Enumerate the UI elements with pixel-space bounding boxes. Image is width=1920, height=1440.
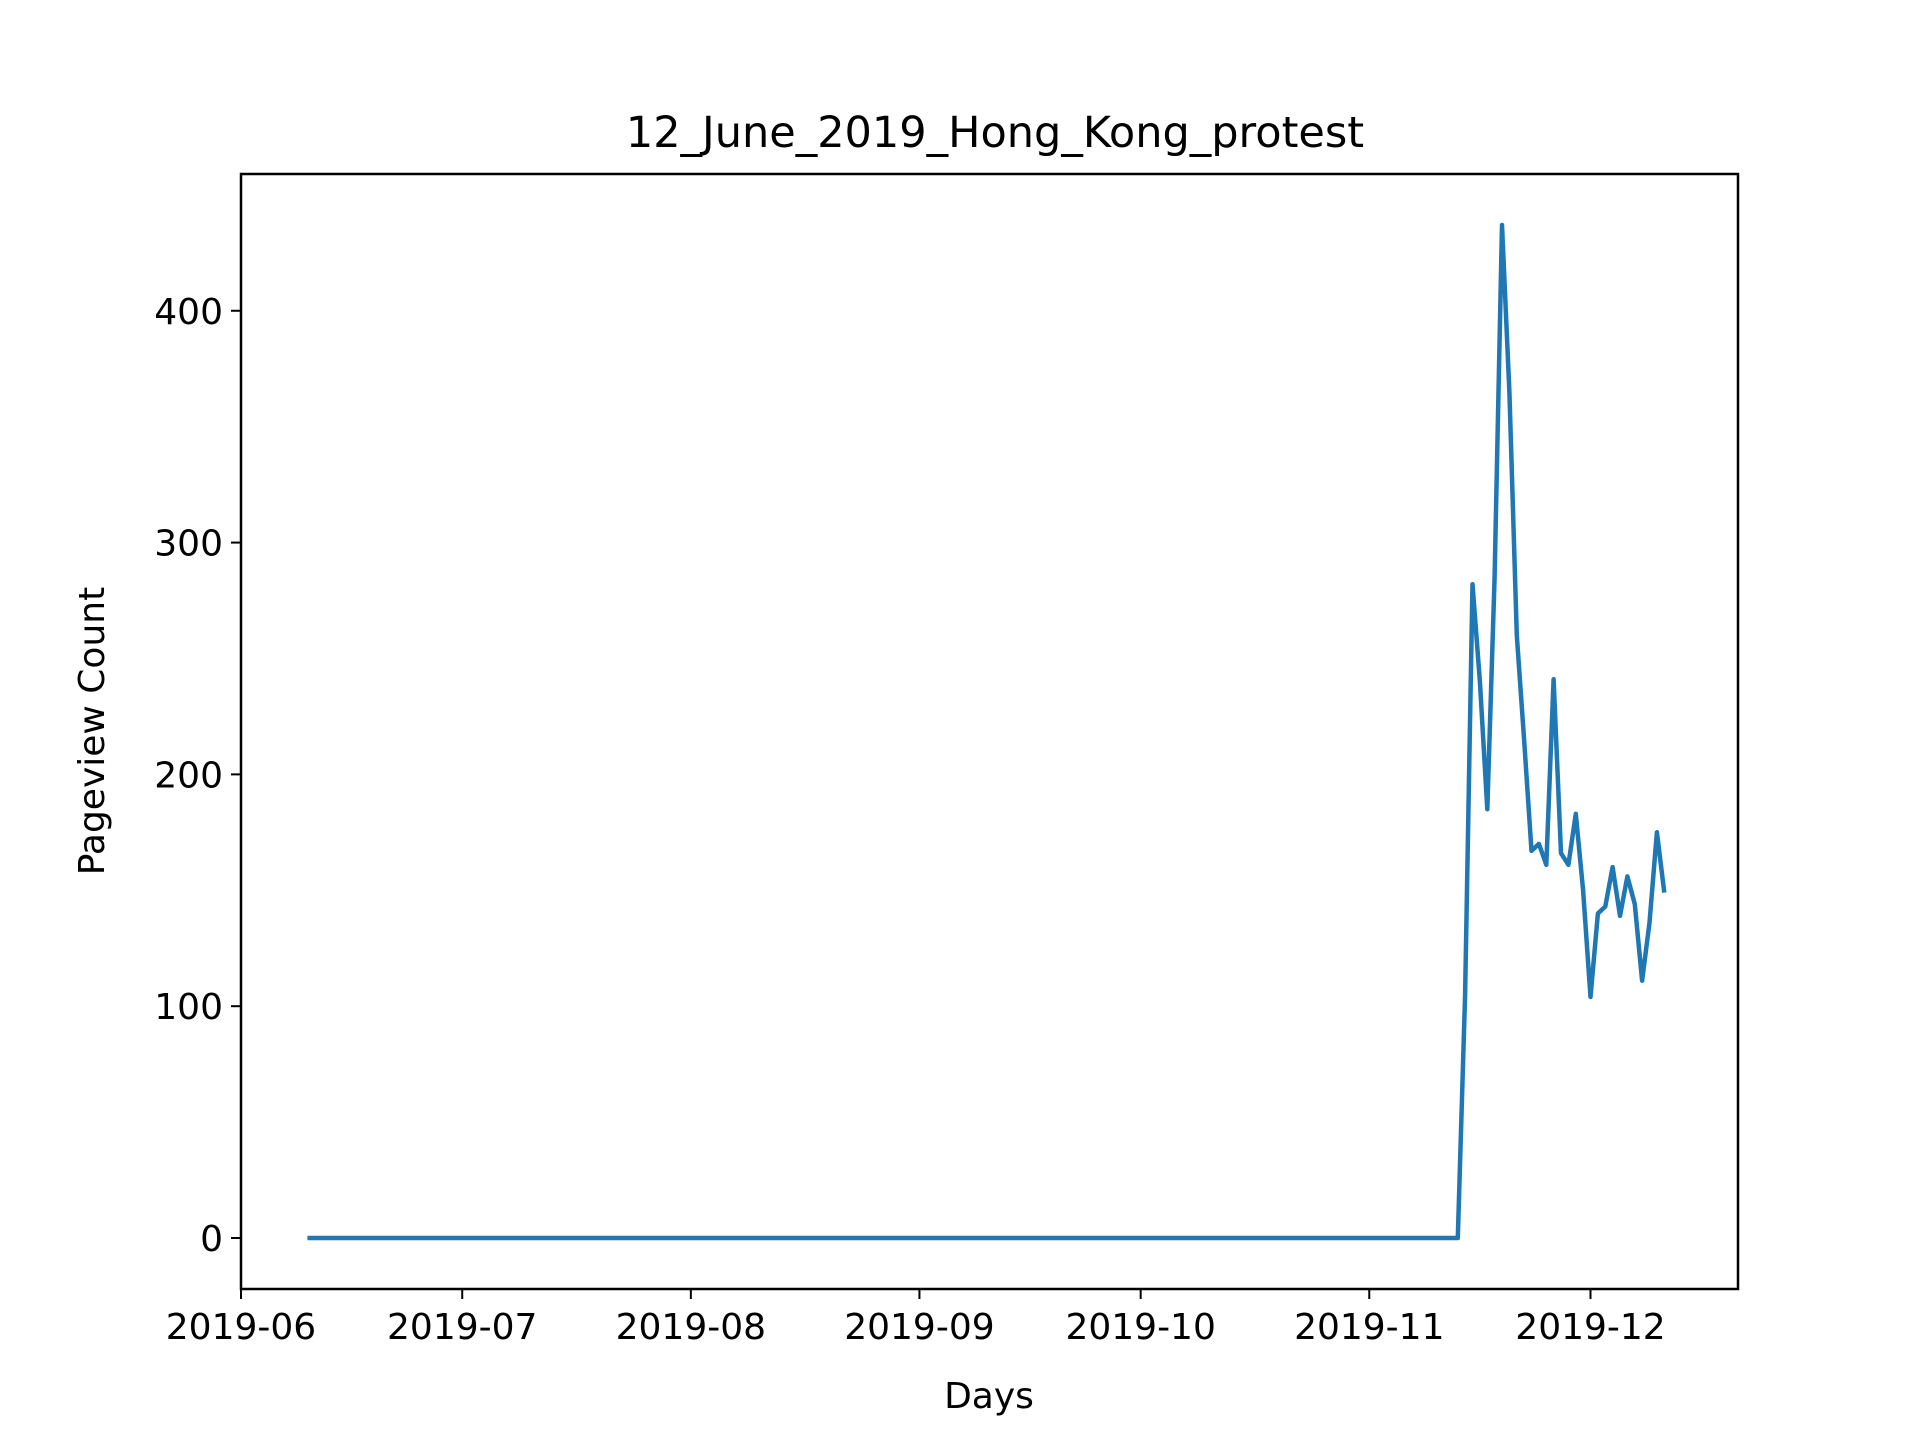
plot-frame (239, 172, 1740, 1291)
y-tick-label: 100 (154, 987, 223, 1028)
series-layer (307, 222, 1667, 1241)
x-tick-label: 2019-11 (1294, 1307, 1444, 1348)
x-axis: 2019-06 2019-07 2019-08 2019-09 2019-10 2019-… (166, 1289, 1666, 1348)
y-axis: 0 100 200 300 400 (154, 292, 241, 1260)
x-tick-label: 2019-06 (166, 1307, 316, 1348)
y-tick-label: 300 (154, 524, 223, 565)
x-tick-label: 2019-08 (616, 1307, 766, 1348)
x-axis-label: Days (944, 1376, 1034, 1417)
y-axis-label: Pageview Count (72, 587, 113, 875)
x-tick-label: 2019-12 (1515, 1307, 1665, 1348)
y-tick-label: 200 (154, 755, 223, 796)
x-tick-label: 2019-09 (844, 1307, 994, 1348)
x-tick-label: 2019-07 (387, 1307, 537, 1348)
y-tick-label: 0 (200, 1219, 223, 1260)
chart-title: 12_June_2019_Hong_Kong_protest (626, 108, 1364, 158)
y-tick-label: 400 (154, 292, 223, 333)
series-line-0 (307, 222, 1667, 1241)
x-tick-label: 2019-10 (1065, 1307, 1215, 1348)
